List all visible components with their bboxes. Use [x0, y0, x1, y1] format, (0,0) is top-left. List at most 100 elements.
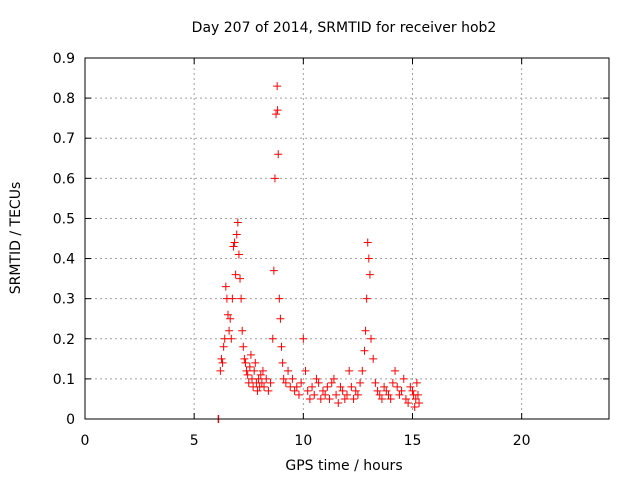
data-point [412, 378, 421, 387]
data-point [411, 394, 420, 403]
data-point [278, 358, 287, 367]
data-point [362, 294, 371, 303]
y-tick-label: 0.3 [53, 292, 75, 308]
data-point [367, 334, 376, 343]
data-point [382, 386, 391, 395]
y-tick-label: 0.1 [53, 372, 75, 388]
data-point [363, 238, 372, 247]
data-point [242, 366, 251, 375]
x-tick-label: 20 [513, 433, 531, 449]
data-points [214, 82, 424, 423]
data-point [260, 382, 269, 391]
data-point [345, 366, 354, 375]
data-point [388, 378, 397, 387]
data-point [244, 378, 253, 387]
data-point [301, 366, 310, 375]
data-point [221, 282, 230, 291]
data-point [218, 358, 227, 367]
data-point [343, 390, 351, 399]
data-point [329, 374, 338, 383]
data-point [251, 358, 260, 367]
data-point [365, 270, 374, 279]
data-point [399, 374, 408, 383]
data-point [375, 390, 384, 399]
data-point [380, 382, 389, 391]
data-point [258, 366, 267, 375]
data-point [406, 382, 415, 391]
data-point [321, 390, 330, 399]
data-point [353, 390, 362, 399]
data-point [325, 394, 334, 403]
y-tick-labels: 0 0.1 0.2 0.3 0.4 0.5 0.6 0.7 0.8 0.9 [53, 51, 75, 428]
data-point [323, 382, 332, 391]
data-point [284, 366, 293, 375]
data-point [232, 230, 241, 239]
y-tick-label: 0.2 [53, 332, 75, 348]
data-point [351, 386, 360, 395]
data-point [275, 294, 284, 303]
data-point [233, 218, 242, 227]
data-point [243, 370, 252, 379]
data-point [234, 250, 243, 259]
data-point [250, 366, 259, 375]
data-point [228, 294, 237, 303]
data-point [310, 390, 319, 399]
data-point [360, 346, 369, 355]
data-point [257, 378, 266, 387]
data-point [239, 342, 248, 351]
data-point [227, 334, 236, 343]
data-point [268, 334, 277, 343]
data-point [384, 390, 393, 399]
data-point [397, 386, 406, 395]
data-point [327, 378, 336, 387]
y-tick-label: 0.8 [53, 91, 75, 107]
data-point [364, 254, 373, 263]
y-tick-label: 0 [66, 412, 75, 428]
data-point [303, 386, 312, 395]
data-point [318, 386, 327, 395]
data-point [266, 378, 275, 387]
data-point [217, 354, 226, 363]
data-point [219, 342, 228, 351]
y-tick-label: 0.9 [53, 51, 75, 67]
data-point [264, 386, 273, 395]
data-point [361, 326, 370, 335]
x-tick-labels: 0 5 10 15 20 [81, 433, 531, 449]
data-point [373, 386, 382, 395]
data-point [371, 378, 380, 387]
data-point [358, 366, 367, 375]
x-tick-label: 5 [190, 433, 199, 449]
data-point [279, 374, 288, 383]
data-point [253, 386, 262, 395]
data-point [408, 386, 417, 395]
data-point [238, 326, 247, 335]
data-point [270, 174, 279, 183]
data-point [231, 270, 240, 279]
data-point [340, 394, 349, 403]
data-point [229, 242, 238, 251]
data-point [246, 350, 255, 359]
data-point [276, 314, 285, 323]
data-point [349, 394, 358, 403]
data-point [236, 274, 245, 283]
data-point [274, 150, 283, 159]
data-point [277, 342, 286, 351]
data-point [216, 366, 225, 375]
plot-frame [84, 57, 610, 420]
data-point [225, 326, 234, 335]
data-point [316, 394, 325, 403]
data-point [294, 390, 303, 399]
chart-title: Day 207 of 2014, SRMTID for receiver hob… [192, 20, 497, 36]
data-point [273, 106, 282, 115]
data-point [256, 370, 265, 379]
data-point [314, 378, 323, 387]
data-point [262, 374, 271, 383]
data-point [226, 314, 235, 323]
y-tick-label: 0.5 [53, 211, 75, 227]
y-tick-label: 0.6 [53, 171, 75, 187]
data-point [395, 390, 404, 399]
data-point [404, 398, 413, 407]
x-tick-label: 10 [294, 433, 312, 449]
data-point [347, 382, 356, 391]
data-point [230, 238, 239, 247]
